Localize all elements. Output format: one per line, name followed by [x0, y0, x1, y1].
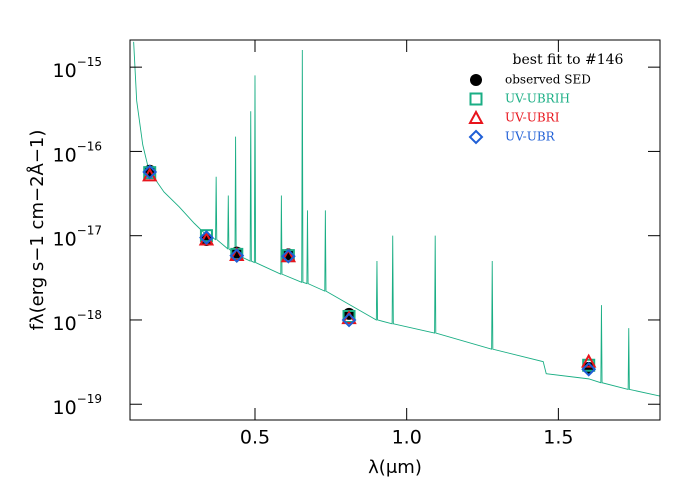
y-tick-label: 10−16	[52, 139, 102, 166]
y-tick-label: 10−19	[52, 392, 102, 419]
model-spectrum	[133, 41, 660, 397]
marker-diamond	[199, 230, 214, 245]
y-tick-label: 10−15	[52, 55, 102, 82]
plot-frame	[129, 39, 661, 421]
legend-label: UV-UBR	[505, 130, 556, 144]
marker-triangle	[229, 246, 245, 262]
legend-marker	[468, 129, 484, 145]
marker-diamond	[341, 312, 357, 328]
y-tick-label: 10−17	[52, 223, 102, 250]
marker-diamond	[280, 248, 296, 264]
marker-triangle	[581, 353, 597, 368]
legend-marker	[468, 109, 484, 124]
legend-marker	[470, 74, 482, 86]
marker-circle	[200, 233, 213, 246]
x-tick-label: 0.5	[240, 427, 270, 449]
legend-label: UV-UBRI	[505, 111, 560, 125]
y-axis-label: fλ(erg s−1 cm−2Å−1)	[26, 130, 48, 331]
legend-marker	[469, 92, 483, 106]
marker-diamond	[142, 164, 158, 180]
x-tick-label: 1.5	[543, 427, 573, 449]
legend-title: best fit to #146	[513, 52, 624, 68]
marker-diamond	[581, 361, 597, 377]
legend-label: observed SED	[505, 73, 591, 87]
marker-diamond	[229, 248, 245, 264]
x-axis-label: λ(μm)	[368, 457, 422, 478]
y-tick-label: 10−18	[52, 307, 102, 334]
x-tick-label: 1.0	[392, 427, 422, 449]
legend-label: UV-UBRIH	[505, 92, 570, 106]
